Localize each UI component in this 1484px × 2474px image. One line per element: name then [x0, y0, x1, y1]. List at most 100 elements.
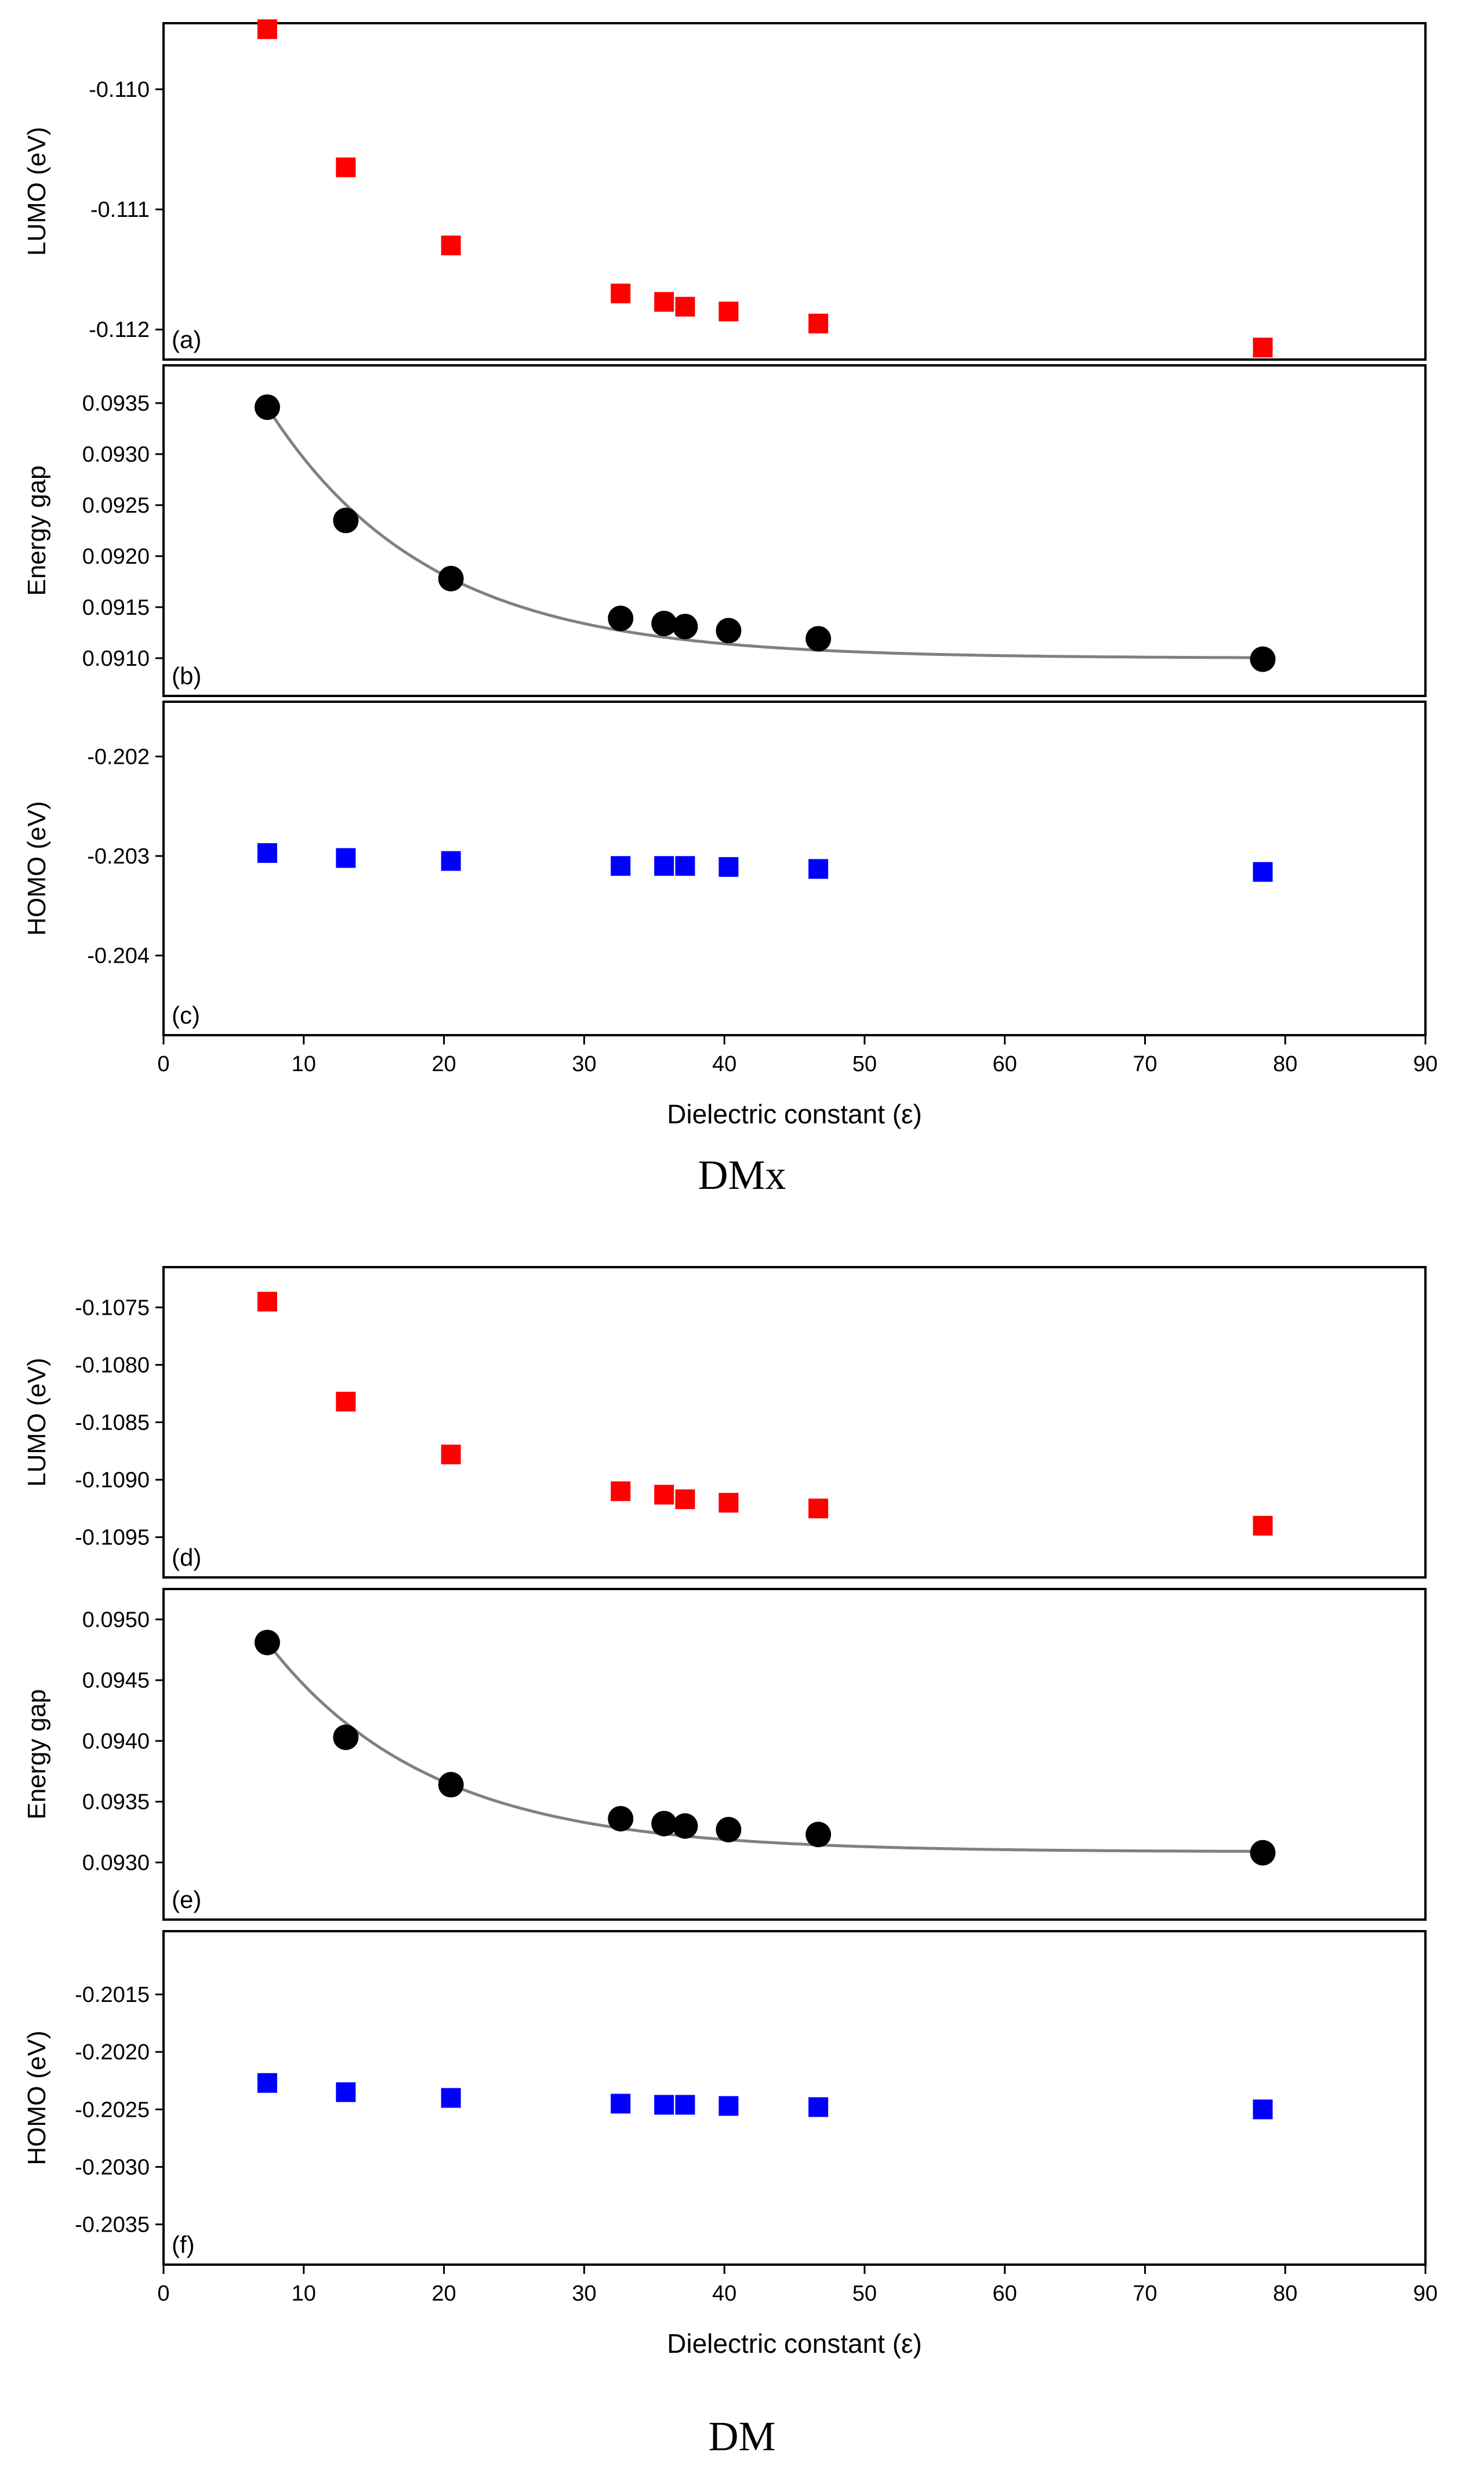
data-point	[654, 1485, 674, 1505]
y-tick-label: -0.111	[90, 198, 150, 222]
data-point	[1253, 1515, 1273, 1536]
data-point	[1250, 646, 1276, 672]
x-tick-label: 40	[712, 2281, 736, 2306]
y-tick-label: 0.0950	[82, 1608, 150, 1632]
x-tick-label: 90	[1413, 2281, 1438, 2306]
data-point	[336, 848, 356, 868]
y-axis-label: Energy gap	[23, 1689, 51, 1819]
y-axis-label: Energy gap	[23, 465, 51, 596]
data-point	[254, 1630, 280, 1656]
y-tick-label: -0.1080	[75, 1353, 150, 1377]
data-point	[719, 857, 739, 877]
data-point	[651, 611, 677, 637]
data-point	[808, 1499, 829, 1519]
data-point	[806, 1822, 832, 1848]
y-tick-label: -0.202	[87, 745, 150, 769]
y-tick-label: 0.0930	[82, 442, 150, 467]
data-point	[336, 157, 356, 177]
y-tick-label: 0.0940	[82, 1729, 150, 1754]
data-point	[608, 1806, 634, 1832]
y-tick-label: -0.112	[89, 318, 150, 342]
data-point	[1250, 1840, 1276, 1866]
data-point	[441, 1444, 461, 1464]
data-point	[254, 394, 280, 420]
data-point	[806, 626, 832, 652]
data-point	[257, 19, 277, 39]
y-tick-label: 0.0925	[82, 494, 150, 518]
x-tick-label: 30	[572, 2281, 596, 2306]
y-tick-label: 0.0915	[82, 596, 150, 620]
data-point	[672, 614, 698, 640]
panel-frame	[162, 1266, 1427, 1579]
data-point	[654, 2095, 674, 2115]
data-point	[333, 507, 359, 534]
panel-frame	[162, 1588, 1427, 1921]
data-point	[719, 1493, 739, 1513]
y-tick-label: 0.0920	[82, 545, 150, 569]
data-point	[808, 313, 829, 333]
y-axis-label: LUMO (eV)	[23, 127, 51, 256]
x-axis-label: Dielectric constant (ε)	[667, 1099, 922, 1129]
data-point	[716, 618, 742, 644]
x-tick-label: 10	[292, 2281, 316, 2306]
x-tick-label: 20	[431, 2281, 456, 2306]
panel-label: (a)	[172, 326, 201, 353]
data-point	[808, 859, 829, 879]
panel-label: (f)	[172, 2231, 195, 2258]
data-point	[441, 851, 461, 871]
data-point	[675, 2095, 695, 2115]
panel-label: (e)	[172, 1886, 201, 1913]
data-point	[611, 1481, 631, 1501]
y-tick-label: -0.2025	[75, 2098, 150, 2122]
data-point	[716, 1816, 742, 1842]
data-point	[651, 1811, 677, 1837]
data-point	[336, 2082, 356, 2102]
x-tick-label: 60	[993, 2281, 1017, 2306]
data-point	[719, 302, 739, 322]
x-tick-label: 20	[431, 1052, 456, 1076]
panel-frame	[162, 1930, 1427, 2266]
y-tick-label: 0.0935	[82, 391, 150, 416]
data-point	[1253, 338, 1273, 358]
data-point	[611, 856, 631, 876]
y-tick-label: -0.2020	[75, 2040, 150, 2065]
panel-frame	[162, 701, 1427, 1036]
data-point	[654, 856, 674, 876]
y-tick-label: -0.2030	[75, 2155, 150, 2179]
caption-dm: DM	[708, 2413, 776, 2460]
fit-curve	[266, 1641, 1263, 1853]
x-tick-label: 70	[1133, 2281, 1157, 2306]
caption-dmx: DMx	[698, 1152, 786, 1198]
data-point	[675, 1489, 695, 1510]
y-tick-label: -0.203	[87, 844, 150, 869]
data-point	[672, 1813, 698, 1839]
y-tick-label: -0.110	[89, 78, 150, 102]
panel-label: (d)	[172, 1544, 201, 1571]
data-point	[438, 565, 464, 592]
data-point	[611, 284, 631, 304]
y-tick-label: -0.204	[87, 944, 150, 968]
y-tick-label: -0.1095	[75, 1526, 150, 1550]
y-axis-label: HOMO (eV)	[23, 801, 51, 935]
y-tick-label: 0.0945	[82, 1668, 150, 1693]
data-point	[719, 2096, 739, 2116]
y-axis-label: HOMO (eV)	[23, 2030, 51, 2165]
panel-frame	[162, 22, 1427, 361]
fit-curve	[266, 406, 1263, 659]
data-point	[808, 2097, 829, 2117]
data-point	[257, 2073, 277, 2093]
x-tick-label: 40	[712, 1052, 736, 1076]
data-point	[1253, 2099, 1273, 2120]
data-point	[441, 2088, 461, 2108]
x-tick-label: 60	[993, 1052, 1017, 1076]
x-axis-label: Dielectric constant (ε)	[667, 2328, 922, 2359]
y-tick-label: 0.0935	[82, 1790, 150, 1815]
data-point	[441, 235, 461, 256]
y-tick-label: 0.0930	[82, 1851, 150, 1876]
data-point	[1253, 862, 1273, 882]
data-point	[654, 292, 674, 312]
panel-label: (b)	[172, 662, 201, 690]
data-point	[675, 296, 695, 317]
x-tick-label: 90	[1413, 1052, 1438, 1076]
data-point	[611, 2094, 631, 2114]
